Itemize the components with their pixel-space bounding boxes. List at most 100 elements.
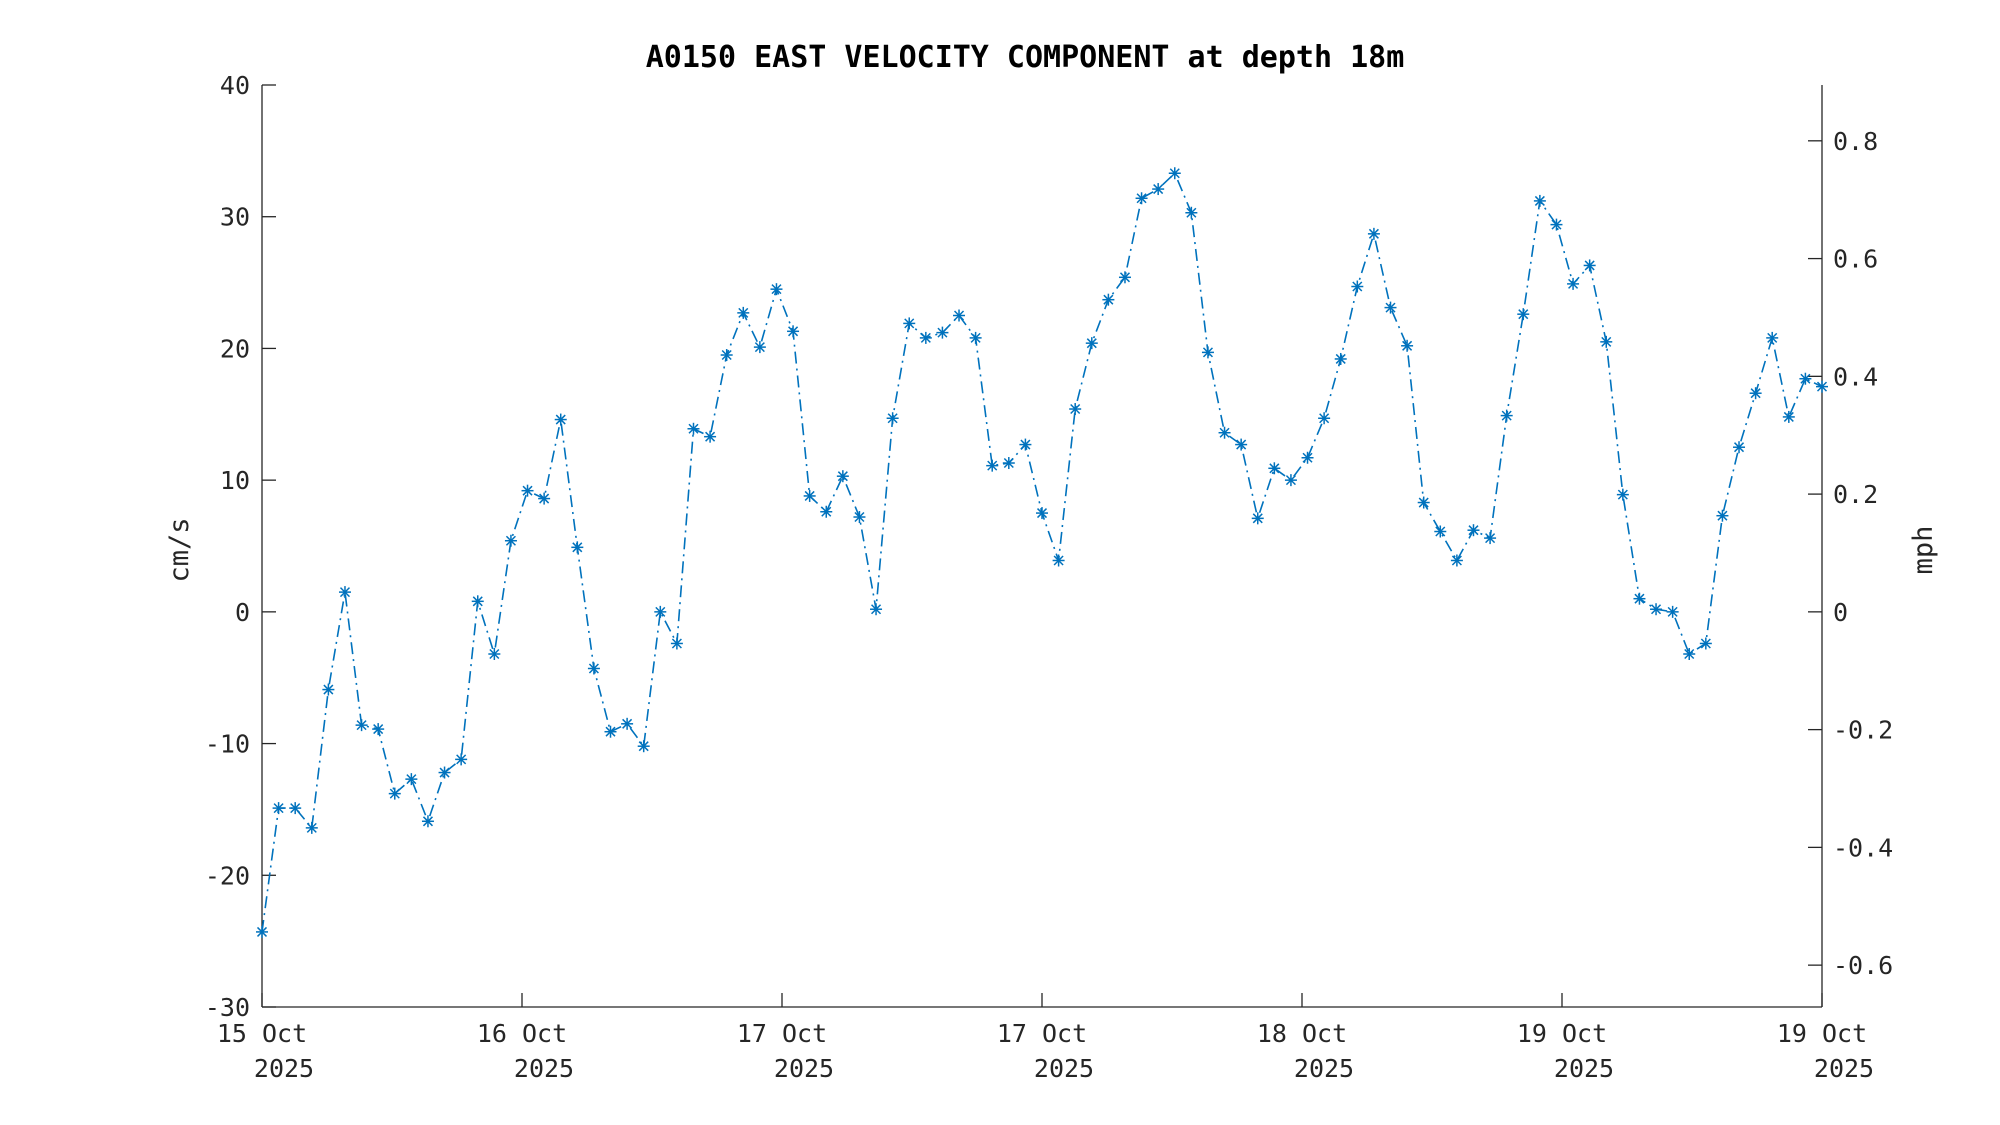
data-point: [554, 413, 567, 426]
x-tick-label: 16 Oct: [477, 1019, 567, 1048]
data-point: [1284, 474, 1297, 487]
data-point: [1799, 372, 1812, 385]
data-point: [820, 505, 833, 518]
x-tick-year-label: 2025: [1554, 1054, 1614, 1083]
x-tick-label: 19 Oct: [1517, 1019, 1607, 1048]
data-point: [1517, 308, 1530, 321]
y-tick-label: 30: [220, 203, 250, 232]
data-point: [538, 492, 551, 505]
data-point: [1334, 352, 1347, 365]
data-point: [455, 753, 468, 766]
data-point: [372, 723, 385, 736]
data-point: [521, 484, 534, 497]
y2-tick-label: 0.6: [1833, 245, 1878, 274]
data-point: [969, 331, 982, 344]
y2-tick-label: 0.4: [1833, 362, 1878, 391]
data-point: [1052, 554, 1065, 567]
data-point: [1367, 227, 1380, 240]
data-point: [704, 430, 717, 443]
y-tick-label: 40: [220, 71, 250, 100]
data-point: [1102, 293, 1115, 306]
data-point: [670, 637, 683, 650]
data-point: [986, 459, 999, 472]
x-tick-year-label: 2025: [1034, 1054, 1094, 1083]
data-point: [1318, 412, 1331, 425]
data-point: [1766, 331, 1779, 344]
y2-tick-label: 0: [1833, 598, 1848, 627]
data-point: [338, 586, 351, 599]
x-tick-year-label: 2025: [1814, 1054, 1874, 1083]
data-point: [1633, 592, 1646, 605]
data-point: [903, 317, 916, 330]
data-point: [1699, 637, 1712, 650]
data-point: [438, 766, 451, 779]
y2-tick-label: -0.6: [1833, 951, 1893, 980]
x-tick-label: 19 Oct: [1777, 1019, 1867, 1048]
data-point: [1069, 403, 1082, 416]
data-point: [637, 740, 650, 753]
data-point: [1616, 488, 1629, 501]
data-point: [753, 341, 766, 354]
y-tick-label: 20: [220, 334, 250, 363]
data-point: [571, 541, 584, 554]
data-point: [720, 349, 733, 362]
data-point: [654, 605, 667, 618]
data-point: [1036, 507, 1048, 520]
x-tick-label: 17 Oct: [997, 1019, 1087, 1048]
y-tick-label: -10: [205, 730, 250, 759]
x-tick-label: 17 Oct: [737, 1019, 827, 1048]
data-point: [272, 802, 285, 815]
y2-tick-label: -0.2: [1833, 716, 1893, 745]
data-point: [1733, 441, 1746, 454]
data-point: [305, 821, 318, 834]
data-point: [1650, 603, 1663, 616]
data-point: [1218, 426, 1231, 439]
data-point: [256, 925, 268, 938]
y-tick-label: -30: [205, 993, 250, 1022]
data-point: [1467, 524, 1480, 537]
data-point: [289, 802, 302, 815]
data-point: [1135, 192, 1148, 205]
data-point: [1782, 410, 1795, 423]
data-point: [471, 595, 484, 608]
data-point: [504, 534, 517, 547]
data-point: [1118, 271, 1131, 284]
data-point: [1019, 438, 1032, 451]
data-point: [919, 331, 932, 344]
series-line: [261, 171, 1823, 933]
y-tick-label: 0: [235, 598, 250, 627]
data-point: [1567, 277, 1580, 290]
y-tick-label: 10: [220, 466, 250, 495]
x-tick-year-label: 2025: [774, 1054, 834, 1083]
chart-title: A0150 EAST VELOCITY COMPONENT at depth 1…: [646, 40, 1405, 75]
data-point: [1401, 339, 1414, 352]
data-point: [488, 648, 501, 661]
data-point: [587, 662, 600, 675]
x-tick-year-label: 2025: [254, 1054, 314, 1083]
data-point: [1666, 605, 1679, 618]
data-point: [787, 325, 800, 338]
data-point: [1533, 194, 1546, 207]
plot-area: [256, 167, 1828, 938]
data-point: [405, 773, 418, 786]
data-point: [870, 603, 883, 616]
data-point: [1201, 346, 1214, 359]
y2-tick-label: 0.8: [1833, 127, 1878, 156]
data-point: [1450, 554, 1463, 567]
data-point: [1600, 335, 1613, 348]
data-point: [1683, 648, 1696, 661]
y2-tick-label: -0.4: [1833, 833, 1893, 862]
data-point: [1749, 387, 1762, 400]
data-point: [803, 489, 816, 502]
data-point: [953, 309, 966, 322]
data-point: [1251, 512, 1264, 525]
y2-axis-label: mph: [1908, 526, 1939, 575]
data-point: [1583, 259, 1596, 272]
data-point: [1716, 509, 1729, 522]
x-tick-label: 15 Oct: [217, 1019, 307, 1048]
x-tick-year-label: 2025: [514, 1054, 574, 1083]
data-point: [1500, 409, 1513, 422]
data-point: [1434, 525, 1447, 538]
data-point: [1816, 380, 1828, 393]
